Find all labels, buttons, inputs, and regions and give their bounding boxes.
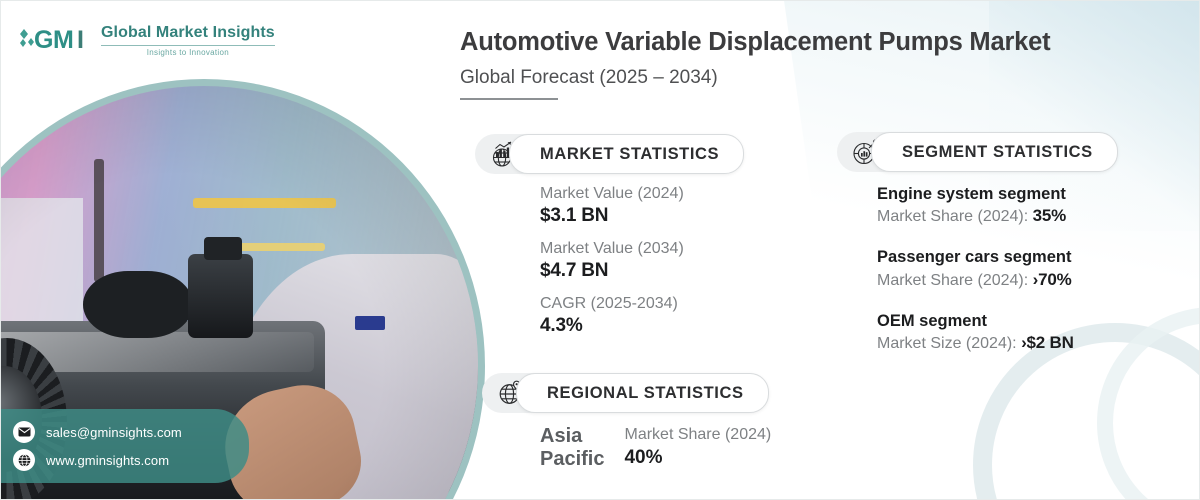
page-title: Automotive Variable Displacement Pumps M… xyxy=(460,28,1051,56)
region-name: Asia Pacific xyxy=(540,425,605,470)
segment-item: Engine system segment Market Share (2024… xyxy=(877,184,1074,228)
market-stat-value: 4.3% xyxy=(540,314,583,336)
brand-divider xyxy=(101,44,275,46)
market-stat-label: CAGR (2025-2034) xyxy=(540,294,678,312)
title-underline xyxy=(460,98,558,100)
region-metric-label: Market Share (2024) xyxy=(624,426,772,443)
segment-item: OEM segment Market Size (2024): ›$2 BN xyxy=(877,311,1074,355)
region-metric: Market Share (2024) 40% xyxy=(624,425,771,470)
segment-name: OEM segment xyxy=(877,311,988,330)
market-statistics-header: MARKET STATISTICS xyxy=(475,134,745,174)
market-statistics-label: MARKET STATISTICS xyxy=(540,144,720,163)
globe-icon xyxy=(13,449,35,471)
segment-metric-value: 35% xyxy=(1032,206,1067,226)
gmi-diamond-logo-icon: G M I xyxy=(15,23,93,58)
segment-statistics-label: SEGMENT STATISTICS xyxy=(902,142,1093,161)
segment-metric: Market Share (2024): 35% xyxy=(877,205,1074,228)
contact-panel: sales@gminsights.com www.gminsights.com xyxy=(1,409,249,483)
photo-pump-knob xyxy=(187,254,254,338)
market-stat-item: Market Value (2034) $4.7 BN xyxy=(540,239,684,283)
segment-metric-label: Market Share (2024): xyxy=(877,271,1033,289)
svg-text:G: G xyxy=(34,26,53,53)
segment-metric-value: ›$2 BN xyxy=(1021,333,1074,353)
market-statistics-list: Market Value (2024) $3.1 BN Market Value… xyxy=(540,184,684,348)
segment-item: Passenger cars segment Market Share (202… xyxy=(877,247,1074,291)
photo-pump-highlight xyxy=(1,332,314,372)
market-stat-label: Market Value (2034) xyxy=(540,239,684,257)
segment-statistics-pill: SEGMENT STATISTICS xyxy=(871,132,1118,172)
segment-statistics-header: SEGMENT STATISTICS xyxy=(837,132,1118,172)
photo-uniform-badge xyxy=(354,315,385,330)
photo-pump-motor xyxy=(83,270,194,338)
market-stat-value: $4.7 BN xyxy=(540,259,609,281)
segment-name: Engine system segment xyxy=(877,185,1066,203)
decorative-ring-secondary xyxy=(1097,307,1199,499)
region-metric-value: 40% xyxy=(624,446,663,468)
brand-logo[interactable]: G M I Global Market Insights Insights to… xyxy=(15,23,275,58)
contact-email: sales@gminsights.com xyxy=(46,424,182,440)
photo-light-stripe xyxy=(193,198,336,208)
svg-text:I: I xyxy=(77,26,84,53)
regional-statistics-header: REGIONAL STATISTICS xyxy=(482,373,769,413)
regional-statistics-pill: REGIONAL STATISTICS xyxy=(516,373,769,413)
page-subtitle: Global Forecast (2025 – 2034) xyxy=(460,67,718,88)
segment-metric: Market Size (2024): ›$2 BN xyxy=(877,332,1074,355)
segment-metric-label: Market Share (2024): xyxy=(877,208,1033,226)
svg-text:M: M xyxy=(53,26,74,53)
envelope-icon xyxy=(13,421,35,443)
contact-email-row[interactable]: sales@gminsights.com xyxy=(1,418,235,446)
regional-statistics-label: REGIONAL STATISTICS xyxy=(547,383,744,402)
photo-light-stripe xyxy=(214,242,325,251)
segment-metric: Market Share (2024): ›70% xyxy=(877,269,1074,292)
segment-metric-value: ›70% xyxy=(1032,269,1072,289)
market-stat-item: Market Value (2024) $3.1 BN xyxy=(540,184,684,228)
brand-name: Global Market Insights xyxy=(101,23,275,41)
photo-pump-knob-cap xyxy=(204,237,243,260)
contact-website: www.gminsights.com xyxy=(46,452,170,468)
photo-stand-post xyxy=(94,158,105,282)
segment-statistics-list: Engine system segment Market Share (2024… xyxy=(877,184,1074,374)
brand-tagline: Insights to Innovation xyxy=(146,47,229,57)
market-stat-value: $3.1 BN xyxy=(540,205,609,226)
contact-website-row[interactable]: www.gminsights.com xyxy=(1,446,235,474)
segment-name: Passenger cars segment xyxy=(877,248,1072,267)
photo-wall-poster xyxy=(1,198,84,322)
regional-statistics-row: Asia Pacific Market Share (2024) 40% xyxy=(540,425,771,470)
market-statistics-pill: MARKET STATISTICS xyxy=(509,134,745,174)
segment-metric-label: Market Size (2024): xyxy=(877,335,1022,353)
market-stat-label: Market Value (2024) xyxy=(540,185,684,202)
market-stat-item: CAGR (2025-2034) 4.3% xyxy=(540,294,684,338)
